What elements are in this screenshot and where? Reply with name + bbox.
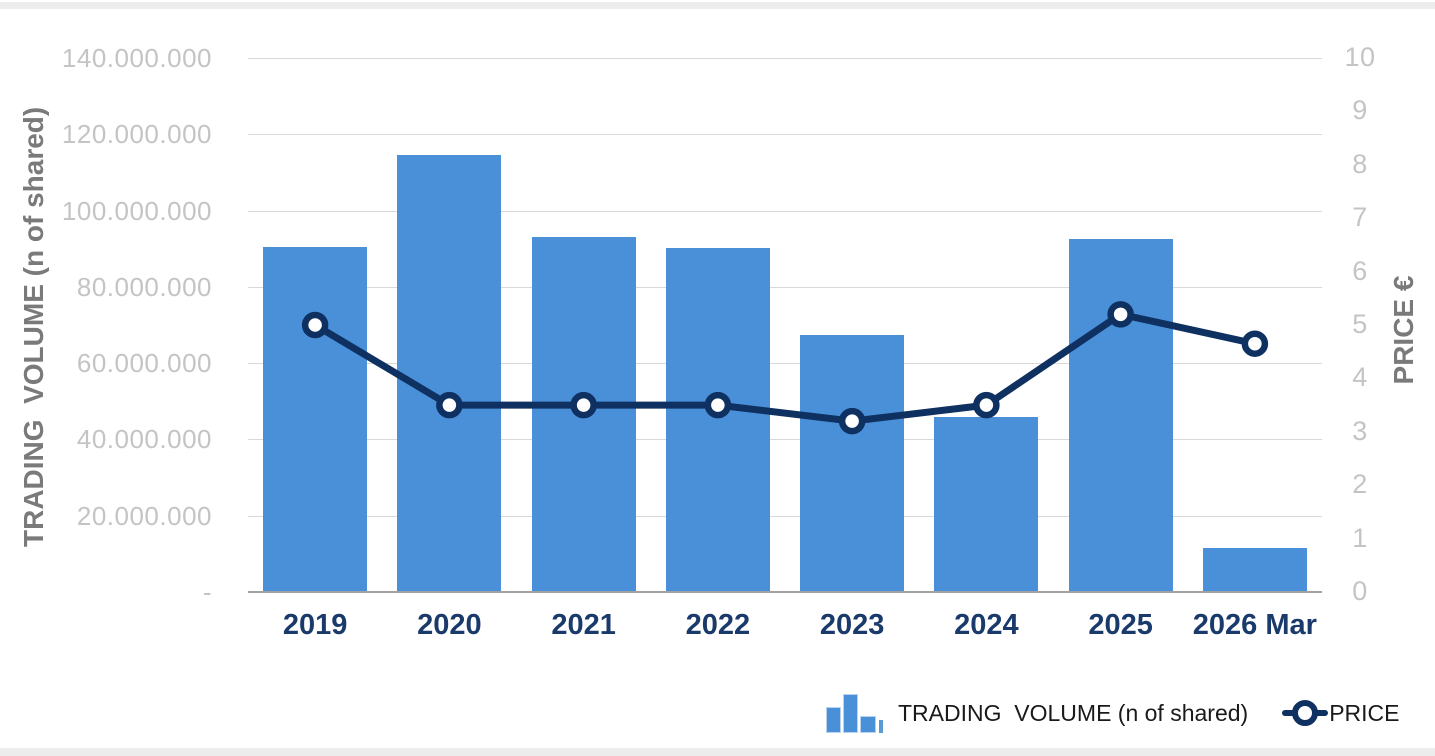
right-axis-tick-label: 2 <box>1352 469 1368 500</box>
right-axis-tick-label: 7 <box>1352 202 1368 233</box>
right-axis-tick-label: 5 <box>1352 309 1368 339</box>
x-axis-label: 2022 <box>685 609 751 641</box>
right-axis-title: PRICE € <box>1388 275 1419 385</box>
top-window-strip <box>0 2 1435 9</box>
gridline <box>248 363 1322 365</box>
x-axis-label: 2020 <box>417 609 482 641</box>
legend-volume-label: TRADING VOLUME (n of shared) <box>898 699 1249 726</box>
price-line-layer <box>301 301 1269 435</box>
x-axis-label: 2023 <box>819 609 885 641</box>
chart-legend: TRADING VOLUME (n of shared) PRICE <box>824 691 1400 735</box>
right-axis-tick-label: 6 <box>1352 255 1368 286</box>
price-point <box>973 391 1000 419</box>
volume-bar <box>1068 238 1173 592</box>
right-axis-tick-label: 3 <box>1352 415 1368 446</box>
line-marker-icon <box>1282 699 1329 727</box>
volume-bar <box>934 416 1039 592</box>
right-axis-tick-label: 0 <box>1352 576 1368 606</box>
right-axis-tick-label: 1 <box>1352 522 1368 553</box>
bar-chart-icon <box>824 692 890 734</box>
gridline <box>248 286 1322 288</box>
x-axis-label: 2026 Mar <box>1192 609 1317 641</box>
x-axis-label: 2019 <box>282 609 348 641</box>
price-point <box>838 407 866 435</box>
plot-area <box>248 58 1322 593</box>
price-point <box>1241 330 1269 357</box>
gridline <box>248 210 1322 212</box>
gridline <box>248 515 1322 517</box>
price-point <box>1107 301 1134 328</box>
right-axis-tick-label: 8 <box>1352 148 1368 179</box>
right-axis-tick-label: 4 <box>1352 362 1368 393</box>
price-point <box>301 311 329 339</box>
volume-bar <box>1202 548 1307 592</box>
x-axis-label: 2024 <box>954 609 1019 641</box>
price-line <box>311 310 1259 425</box>
price-point <box>704 391 732 419</box>
x-axis-label: 2021 <box>551 609 616 641</box>
price-point <box>436 391 463 419</box>
x-axis-label: 2025 <box>1088 609 1153 641</box>
left-axis-tick-label: 120.000.000 <box>61 119 212 150</box>
left-axis-tick-label: 20.000.000 <box>76 500 212 531</box>
gridline <box>248 134 1322 136</box>
left-axis-tick-label: 80.000.000 <box>76 271 212 302</box>
left-axis-tick-label: 40.000.000 <box>76 424 212 455</box>
volume-bar <box>397 154 502 592</box>
volume-bar <box>263 247 368 592</box>
bottom-window-strip <box>0 748 1435 756</box>
left-axis-tick-label: - <box>202 577 212 607</box>
x-axis-line <box>248 591 1322 593</box>
left-axis-tick-label: 100.000.000 <box>61 195 212 226</box>
volume-bar <box>800 334 905 592</box>
price-point <box>570 391 597 419</box>
legend-price-label: PRICE <box>1329 699 1400 726</box>
left-axis-title: TRADING VOLUME (n of shared) <box>18 106 49 547</box>
volume-bar <box>665 248 770 592</box>
right-axis-tick-label: 10 <box>1344 42 1376 72</box>
left-axis-tick-label: 140.000.000 <box>61 43 212 73</box>
gridline <box>248 439 1322 441</box>
left-axis-tick-label: 60.000.000 <box>76 348 212 379</box>
gridline <box>248 58 1322 59</box>
right-axis-tick-label: 9 <box>1352 95 1368 126</box>
